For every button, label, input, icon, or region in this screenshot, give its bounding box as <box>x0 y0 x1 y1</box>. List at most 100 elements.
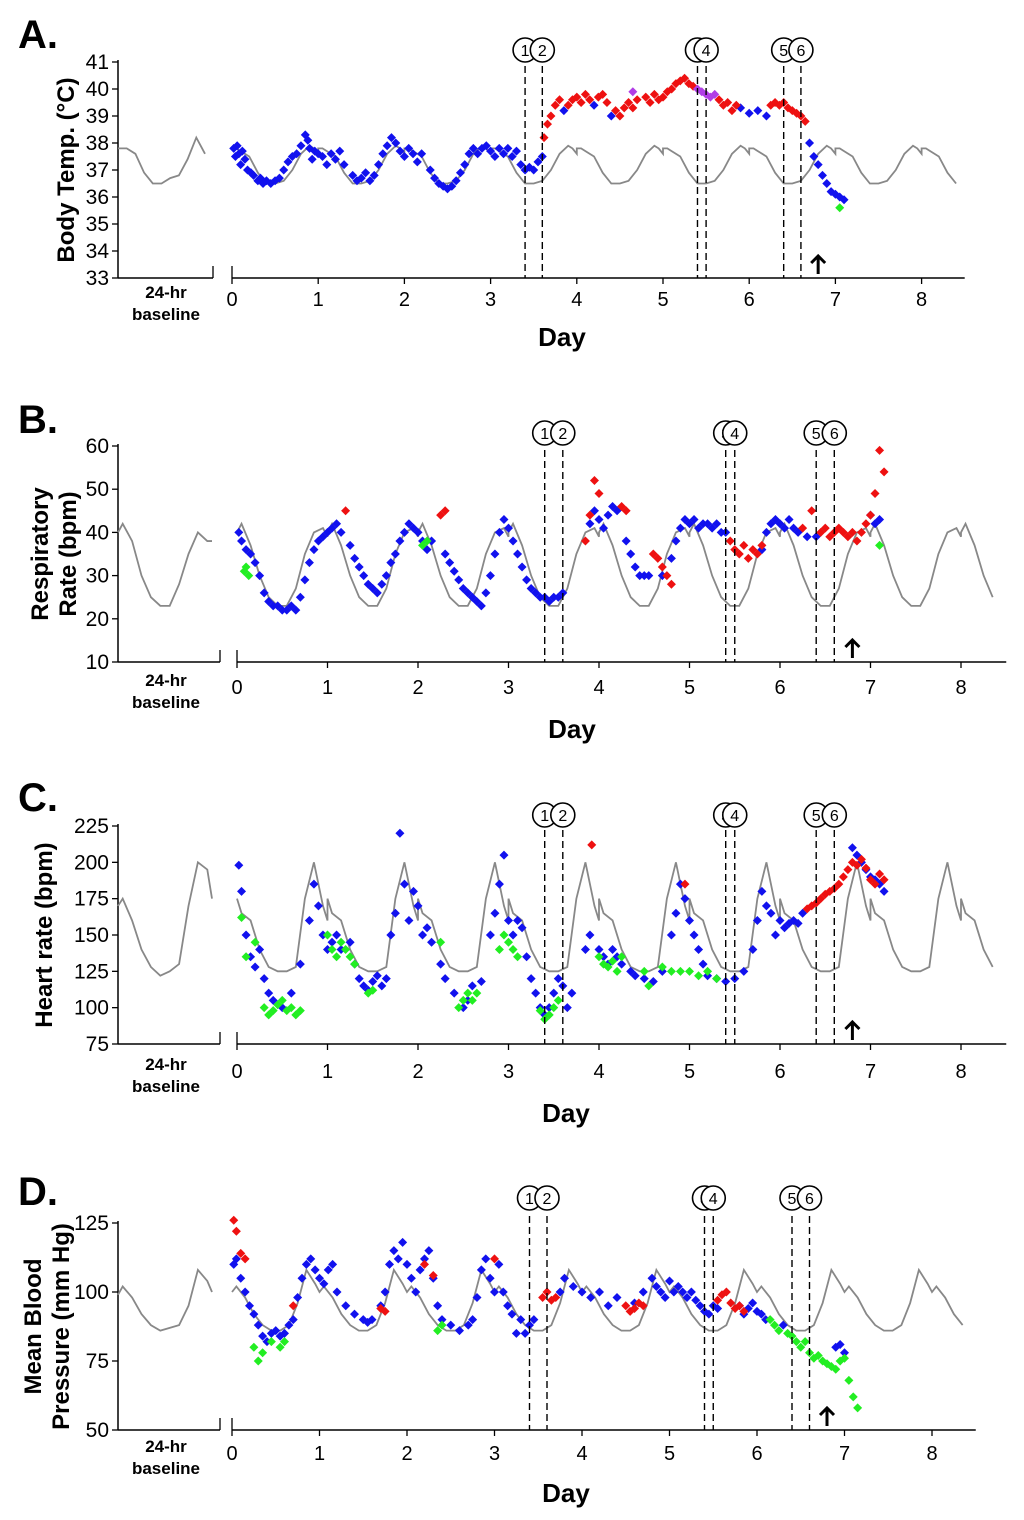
data-point-green <box>617 952 627 962</box>
data-point-blue <box>455 1326 464 1336</box>
data-point-red <box>820 523 830 533</box>
x-tick-label: 1 <box>322 1061 333 1083</box>
data-point-blue <box>784 514 794 524</box>
x-axis-title: Day <box>542 1478 590 1508</box>
data-point-blue <box>318 930 328 940</box>
data-point-blue <box>595 1287 604 1297</box>
data-point-blue <box>427 536 437 546</box>
data-point-red <box>440 506 450 516</box>
baseline-profile-line <box>117 1268 213 1332</box>
data-point-green <box>774 1326 784 1336</box>
event-marker-circle <box>788 37 814 63</box>
data-point-blue <box>249 170 259 180</box>
baseline-label-line: 24-hr <box>145 671 187 690</box>
x-tick-label: 8 <box>955 1061 966 1083</box>
event-marker-label: 4 <box>702 43 711 60</box>
data-point-blue <box>630 971 640 981</box>
data-point-red <box>807 506 817 516</box>
data-point-red <box>870 879 880 889</box>
data-point-blue <box>372 971 382 981</box>
x-tick-label: 1 <box>313 289 324 311</box>
data-point-blue <box>380 1287 390 1297</box>
data-point-blue <box>378 149 388 159</box>
data-point-green <box>463 988 473 998</box>
data-point-blue <box>402 1259 412 1269</box>
data-point-blue <box>295 592 305 602</box>
event-marker-label: 1 <box>521 43 530 60</box>
data-point-green <box>259 1003 269 1013</box>
y-tick-label: 20 <box>86 608 109 631</box>
event-marker-circle <box>693 37 719 63</box>
data-point-blue <box>345 540 355 550</box>
x-tick-label: 5 <box>684 677 695 699</box>
data-point-red <box>723 98 733 107</box>
data-point-red <box>847 527 857 537</box>
x-tick-label: 0 <box>226 289 237 311</box>
data-point-blue <box>339 160 349 170</box>
data-point-blue <box>644 571 654 581</box>
data-point-blue <box>250 962 260 972</box>
data-point-blue <box>449 988 459 998</box>
data-point-blue <box>288 1315 298 1325</box>
data-point-blue <box>494 1259 504 1269</box>
data-point-red <box>861 863 871 873</box>
data-point-blue <box>671 908 681 918</box>
y-tick-label: 35 <box>86 213 109 236</box>
data-point-red <box>229 1215 239 1225</box>
data-point-green <box>336 937 346 947</box>
event-marker-circle <box>721 420 748 446</box>
data-point-blue <box>323 1265 333 1275</box>
data-point-blue <box>369 170 379 180</box>
data-point-blue <box>753 106 763 116</box>
data-point-green <box>800 1337 810 1347</box>
data-point-blue <box>468 1315 478 1325</box>
data-point-green <box>295 1006 305 1016</box>
data-point-blue <box>327 937 337 947</box>
data-point-blue <box>585 519 595 529</box>
data-point-blue <box>481 1254 491 1264</box>
data-point-blue <box>460 160 470 170</box>
data-point-red <box>843 865 853 875</box>
data-point-red <box>563 100 573 110</box>
data-point-blue <box>472 1293 482 1303</box>
data-point-red <box>240 1254 250 1264</box>
data-point-blue <box>330 154 340 164</box>
data-point-green <box>765 1315 775 1325</box>
data-point-blue <box>437 1315 447 1325</box>
data-point-green <box>280 1337 289 1347</box>
x-tick-label: 4 <box>593 1061 604 1083</box>
data-point-red <box>611 106 621 116</box>
data-point-blue <box>712 519 722 529</box>
data-point-blue <box>246 549 256 559</box>
data-point-blue <box>259 974 269 984</box>
data-point-blue <box>689 930 699 940</box>
data-point-red <box>879 875 889 885</box>
data-point-blue <box>761 527 771 537</box>
data-point-blue <box>577 1287 587 1297</box>
event-marker-circle <box>700 1185 727 1211</box>
data-point-green <box>504 937 513 947</box>
data-point-green <box>535 1006 545 1016</box>
data-point-blue <box>666 930 676 940</box>
x-tick-label: 6 <box>744 289 755 311</box>
data-point-blue <box>467 981 477 991</box>
event-marker-circle <box>721 802 748 828</box>
baseline-label-line: baseline <box>132 1077 200 1096</box>
data-point-blue <box>328 1259 338 1269</box>
data-point-blue <box>303 135 313 145</box>
data-point-blue <box>292 149 302 159</box>
event-marker-label: 4 <box>730 808 739 825</box>
data-point-blue <box>508 536 518 546</box>
x-tick-label: 5 <box>664 1443 675 1465</box>
event-marker-circle <box>821 420 848 446</box>
x-tick-label: 3 <box>503 1061 514 1083</box>
data-point-blue <box>504 915 513 925</box>
data-point-red <box>288 1301 298 1311</box>
data-point-blue <box>494 879 504 889</box>
data-point-blue <box>716 527 726 537</box>
data-point-blue <box>675 523 685 533</box>
y-tick-label: 39 <box>86 105 109 128</box>
data-point-blue <box>599 523 609 533</box>
data-point-blue <box>529 1315 539 1325</box>
data-point-blue <box>336 945 346 955</box>
